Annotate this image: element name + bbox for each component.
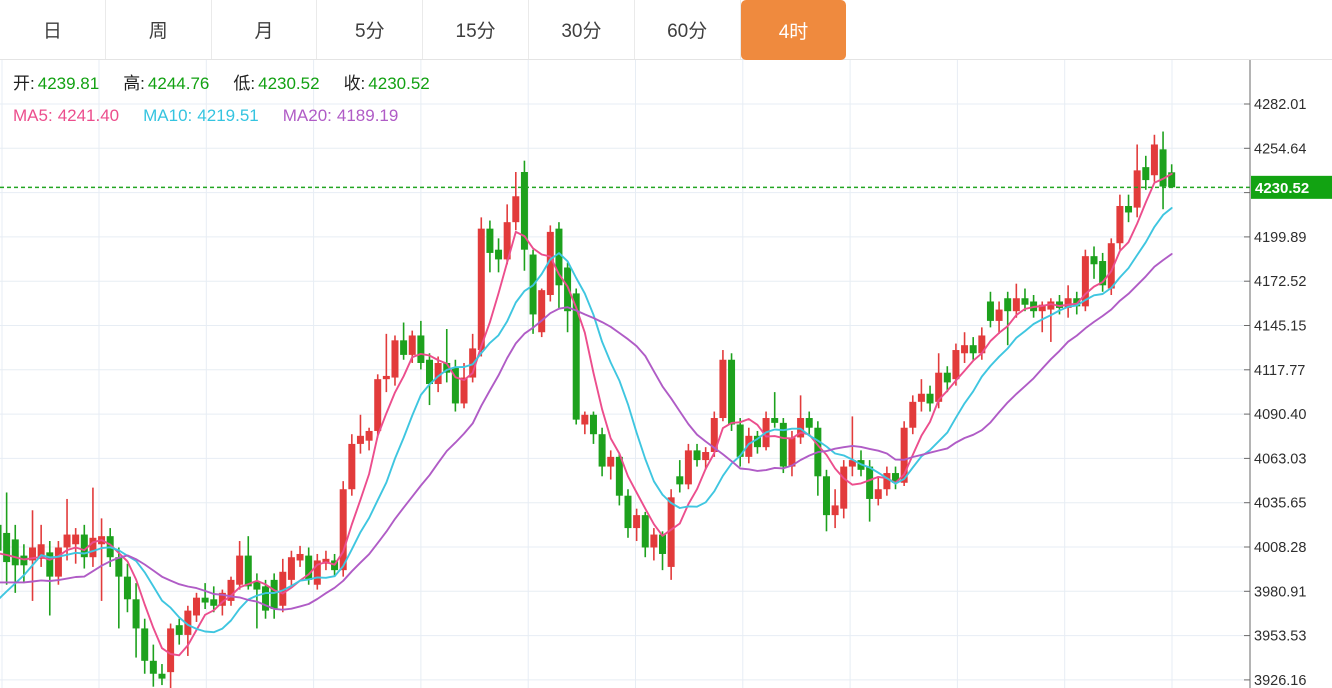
y-axis-tick-label: 3953.53 bbox=[1254, 629, 1306, 645]
candlestick-chart[interactable]: 4282.01 4254.64 4199.89 4172.52 4145.15 4117.… bbox=[0, 60, 1332, 688]
y-axis-tick-label: 3980.91 bbox=[1254, 584, 1306, 600]
ma5-line bbox=[0, 172, 1173, 657]
svg-text:4230.52: 4230.52 bbox=[1255, 180, 1309, 197]
y-axis-tick-label: 4090.40 bbox=[1254, 407, 1306, 423]
grid-lines bbox=[0, 60, 1250, 688]
tab-60min[interactable]: 60分 bbox=[634, 0, 741, 59]
tab-week[interactable]: 周 bbox=[105, 0, 212, 59]
y-axis: 4282.01 4254.64 4199.89 4172.52 4145.15 4117.… bbox=[1244, 60, 1306, 688]
y-axis-tick-label: 4254.64 bbox=[1254, 141, 1306, 157]
chart-area: 4282.01 4254.64 4199.89 4172.52 4145.15 4117.… bbox=[0, 60, 1332, 688]
ma10-line bbox=[0, 207, 1173, 634]
tabbar-spacer bbox=[846, 0, 1332, 59]
y-axis-tick-label: 4117.77 bbox=[1254, 363, 1305, 379]
y-axis-tick-label: 4035.65 bbox=[1254, 496, 1306, 512]
y-axis-tick-label: 4063.03 bbox=[1254, 451, 1306, 467]
tab-4hour[interactable]: 4时 bbox=[740, 0, 847, 60]
y-axis-tick-label: 4145.15 bbox=[1254, 319, 1306, 335]
y-axis-tick-label: 4282.01 bbox=[1254, 97, 1306, 113]
current-price-tag: 4230.52 bbox=[1251, 175, 1332, 199]
tab-day[interactable]: 日 bbox=[0, 0, 106, 59]
tab-month[interactable]: 月 bbox=[211, 0, 318, 59]
y-axis-tick-label: 4199.89 bbox=[1254, 230, 1306, 246]
y-axis-tick-label: 4008.28 bbox=[1254, 540, 1306, 556]
y-axis-tick-label: 3926.16 bbox=[1254, 673, 1306, 688]
candles-group bbox=[0, 131, 1176, 688]
tab-30min[interactable]: 30分 bbox=[528, 0, 635, 59]
ma20-line bbox=[0, 253, 1173, 611]
tab-15min[interactable]: 15分 bbox=[423, 0, 529, 59]
y-axis-tick-label: 4172.52 bbox=[1254, 274, 1306, 290]
tab-5min[interactable]: 5分 bbox=[317, 0, 424, 59]
period-tabbar: 日 周 月 5分 15分 30分 60分 4时 bbox=[0, 0, 1332, 60]
